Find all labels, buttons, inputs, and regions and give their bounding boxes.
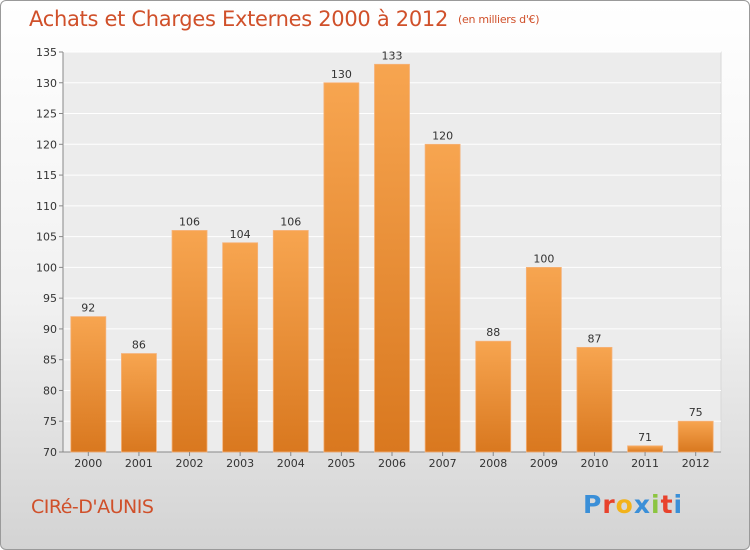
y-tick-label: 135	[36, 46, 57, 59]
x-tick-label-2011: 2011	[631, 457, 659, 470]
bar-2001	[121, 353, 157, 453]
bar-2004	[272, 230, 309, 453]
data-label-2004: 106	[280, 215, 301, 228]
x-tick-label-2005: 2005	[327, 457, 355, 470]
y-tick-label: 100	[36, 261, 57, 274]
x-tick-label-2006: 2006	[378, 457, 406, 470]
x-tick-label-2008: 2008	[479, 457, 507, 470]
data-label-2001: 86	[132, 339, 146, 352]
x-tick-label-2007: 2007	[429, 457, 457, 470]
bar-2007	[424, 143, 461, 453]
logo-letter: x	[633, 490, 651, 519]
logo-letter: r	[602, 490, 616, 519]
x-tick-label-2003: 2003	[226, 457, 254, 470]
y-tick-label: 130	[36, 77, 57, 90]
x-tick-label-2001: 2001	[125, 457, 153, 470]
logo-letter: t	[660, 490, 674, 519]
data-label-2012: 75	[689, 406, 703, 419]
y-tick-label: 70	[43, 446, 57, 459]
commune-name: CIRé-D'AUNIS	[31, 496, 154, 518]
data-label-2011: 71	[638, 431, 652, 444]
y-tick-label: 95	[43, 292, 57, 305]
y-tick-label: 105	[36, 231, 57, 244]
bar-2010	[576, 346, 613, 453]
bar-2012	[677, 420, 714, 453]
data-label-2007: 120	[432, 129, 453, 142]
data-label-2002: 106	[179, 215, 200, 228]
data-label-2009: 100	[533, 252, 554, 265]
x-tick-label-2010: 2010	[580, 457, 608, 470]
y-tick-label: 120	[36, 138, 57, 151]
logo-letter: i	[651, 490, 661, 519]
x-tick-label-2000: 2000	[74, 457, 102, 470]
proxiti-logo: Proxiti	[583, 490, 683, 519]
bar-2002	[171, 230, 208, 453]
bar-2005	[323, 82, 360, 453]
y-tick-label: 85	[43, 354, 57, 367]
data-label-2008: 88	[486, 326, 500, 339]
data-label-2010: 87	[587, 332, 601, 345]
y-tick-label: 110	[36, 200, 57, 213]
x-tick-label-2002: 2002	[176, 457, 204, 470]
logo-letter: i	[673, 490, 684, 519]
logo-letter: o	[615, 490, 634, 519]
chart-title: Achats et Charges Externes 2000 à 2012 (e…	[29, 7, 540, 31]
bar-2006	[374, 63, 410, 453]
data-label-2006: 133	[382, 49, 403, 62]
y-tick-label: 115	[36, 169, 57, 182]
y-tick-label: 75	[43, 415, 57, 428]
unit-label: (en milliers d'€)	[458, 13, 540, 26]
y-tick-label: 90	[43, 323, 57, 336]
title-text: Achats et Charges Externes 2000 à 2012	[29, 7, 449, 31]
bar-2003	[222, 242, 259, 453]
bar-2011	[627, 445, 663, 453]
bar-2009	[525, 266, 562, 453]
data-label-2005: 130	[331, 68, 352, 81]
y-tick-label: 125	[36, 108, 57, 121]
logo-letter: P	[583, 490, 603, 519]
data-label-2000: 92	[81, 302, 95, 315]
bar-2008	[475, 340, 512, 453]
y-tick-label: 80	[43, 384, 57, 397]
x-tick-label-2004: 2004	[277, 457, 305, 470]
data-label-2003: 104	[230, 228, 251, 241]
x-tick-label-2009: 2009	[530, 457, 558, 470]
bar-2000	[70, 316, 107, 453]
x-tick-label-2012: 2012	[682, 457, 710, 470]
